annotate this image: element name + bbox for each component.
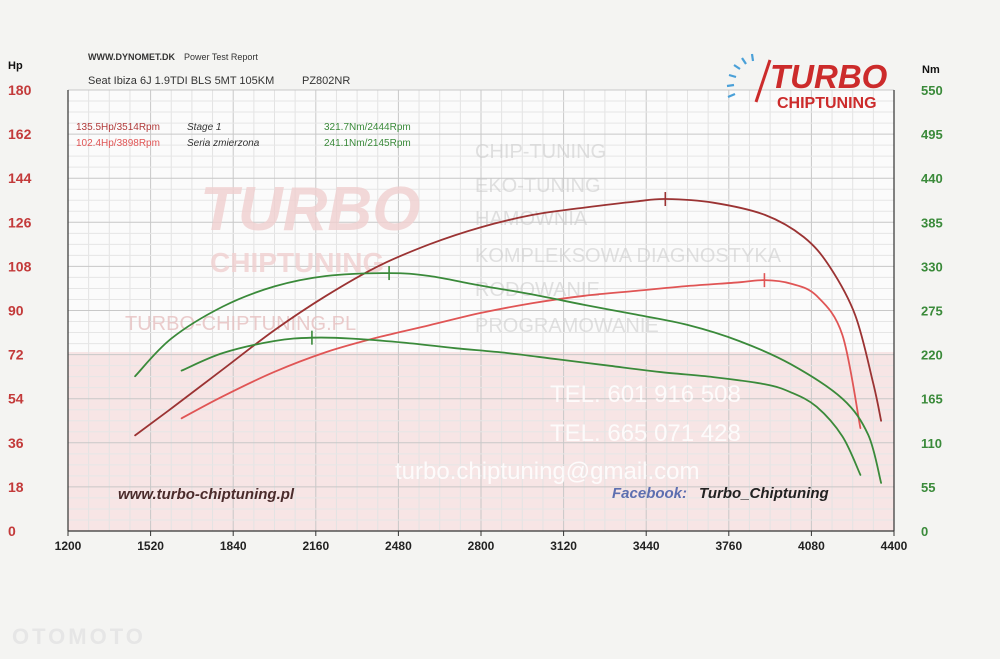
left-tick-label: 108 bbox=[8, 258, 32, 274]
right-tick-label: 385 bbox=[921, 215, 943, 230]
x-tick-label: 3440 bbox=[633, 539, 660, 553]
x-tick-label: 1520 bbox=[137, 539, 164, 553]
watermark-service-1: CHIP-TUNING bbox=[475, 141, 606, 163]
legend-stage-label: Stage 1 bbox=[187, 122, 221, 133]
right-tick-label: 275 bbox=[921, 304, 943, 319]
series-line-torque-seria-zmierzona bbox=[180, 336, 862, 476]
left-tick-label: 0 bbox=[8, 523, 16, 539]
footer-facebook-name: Turbo_Chiptuning bbox=[699, 485, 829, 502]
right-tick-label: 165 bbox=[921, 392, 943, 407]
left-tick-labels: 0 18 36 54 72 90 108 126 144 162 180 bbox=[8, 82, 32, 539]
series-line-power-stage-1 bbox=[134, 198, 882, 437]
left-tick-label: 144 bbox=[8, 170, 32, 186]
x-tick-label: 4400 bbox=[881, 539, 908, 553]
legend-stock-label: Seria zmierzona bbox=[187, 138, 260, 149]
left-tick-label: 162 bbox=[8, 126, 32, 142]
footer-website: www.turbo-chiptuning.pl bbox=[118, 486, 295, 503]
right-axis-unit: Nm bbox=[922, 64, 940, 76]
series-group bbox=[134, 192, 882, 484]
left-tick-label: 72 bbox=[8, 347, 24, 363]
x-tick-label: 2800 bbox=[468, 539, 495, 553]
report-title: Power Test Report bbox=[184, 52, 258, 62]
x-tick-label: 4080 bbox=[798, 539, 825, 553]
gauge-icon bbox=[726, 53, 755, 99]
watermark-service-5: RODOWANIE bbox=[475, 279, 600, 301]
watermark-left-turbo: TURBO bbox=[200, 175, 420, 244]
legend-stock-nm: 241.1Nm/2145Rpm bbox=[324, 138, 411, 149]
series-line-power-seria-zmierzona bbox=[180, 279, 862, 429]
right-tick-label: 0 bbox=[921, 524, 928, 539]
legend: 135.5Hp/3514Rpm Stage 1 321.7Nm/2444Rpm … bbox=[76, 122, 411, 149]
watermark-left-sub: TURBO-CHIPTUNING.PL bbox=[125, 313, 356, 335]
watermark-service-4: KOMPLEKSOWA DIAGNOSTYKA bbox=[475, 245, 782, 267]
watermark-phone-2: TEL. 665 071 428 bbox=[550, 420, 741, 447]
gauge-needle-icon bbox=[754, 59, 772, 103]
brand-turbo: TURBO bbox=[770, 58, 888, 95]
left-tick-label: 90 bbox=[8, 303, 24, 319]
watermark-left-chiptuning: CHIPTUNING bbox=[210, 247, 384, 278]
watermark-service-2: EKO-TUNING bbox=[475, 175, 601, 197]
watermark-email: turbo.chiptuning@gmail.com bbox=[395, 458, 700, 485]
right-tick-label: 55 bbox=[921, 480, 935, 495]
footer-facebook-label: Facebook: bbox=[612, 485, 687, 502]
corner-watermark: OTOMOTO bbox=[12, 624, 146, 649]
right-tick-label: 110 bbox=[921, 436, 942, 451]
left-tick-label: 126 bbox=[8, 214, 32, 230]
legend-stage-nm: 321.7Nm/2444Rpm bbox=[324, 122, 411, 133]
x-tick-label: 1200 bbox=[55, 539, 82, 553]
watermark-phone-1: TEL. 601 916 508 bbox=[550, 381, 741, 408]
brand-logo: TURBO CHIPTUNING bbox=[726, 53, 888, 112]
left-tick-label: 54 bbox=[8, 391, 24, 407]
x-tick-label: 2160 bbox=[302, 539, 329, 553]
vehicle-name: Seat Ibiza 6J 1.9TDI BLS 5MT 105KM bbox=[88, 75, 274, 87]
brand-chiptuning: CHIPTUNING bbox=[777, 95, 877, 112]
watermark-service-3: HAMOWNIA bbox=[475, 208, 588, 230]
left-axis-unit: Hp bbox=[8, 60, 23, 72]
left-tick-label: 18 bbox=[8, 479, 24, 495]
right-tick-label: 330 bbox=[921, 259, 943, 274]
legend-stock-hp: 102.4Hp/3898Rpm bbox=[76, 138, 160, 149]
left-tick-label: 180 bbox=[8, 82, 32, 98]
series-line-torque-stage-1 bbox=[134, 272, 882, 484]
right-tick-label: 220 bbox=[921, 348, 943, 363]
right-tick-label: 440 bbox=[921, 171, 943, 186]
vehicle-code: PZ802NR bbox=[302, 75, 350, 87]
right-tick-label: 495 bbox=[921, 127, 943, 142]
report-site: WWW.DYNOMET.DK bbox=[88, 52, 175, 62]
right-tick-labels: 0 55 110 165 220 275 330 385 440 495 550 bbox=[921, 83, 943, 539]
x-tick-label: 1840 bbox=[220, 539, 247, 553]
x-tick-label: 3760 bbox=[715, 539, 742, 553]
x-tick-labels: 1200 1520 1840 2160 2480 2800 3120 3440 3760 4080… bbox=[55, 531, 908, 553]
legend-stage-hp: 135.5Hp/3514Rpm bbox=[76, 122, 160, 133]
right-tick-label: 550 bbox=[921, 83, 943, 98]
watermark-service-6: PROGRAMOWANIE bbox=[475, 315, 659, 337]
x-tick-label: 3120 bbox=[550, 539, 577, 553]
left-tick-label: 36 bbox=[8, 435, 24, 451]
x-tick-label: 2480 bbox=[385, 539, 412, 553]
